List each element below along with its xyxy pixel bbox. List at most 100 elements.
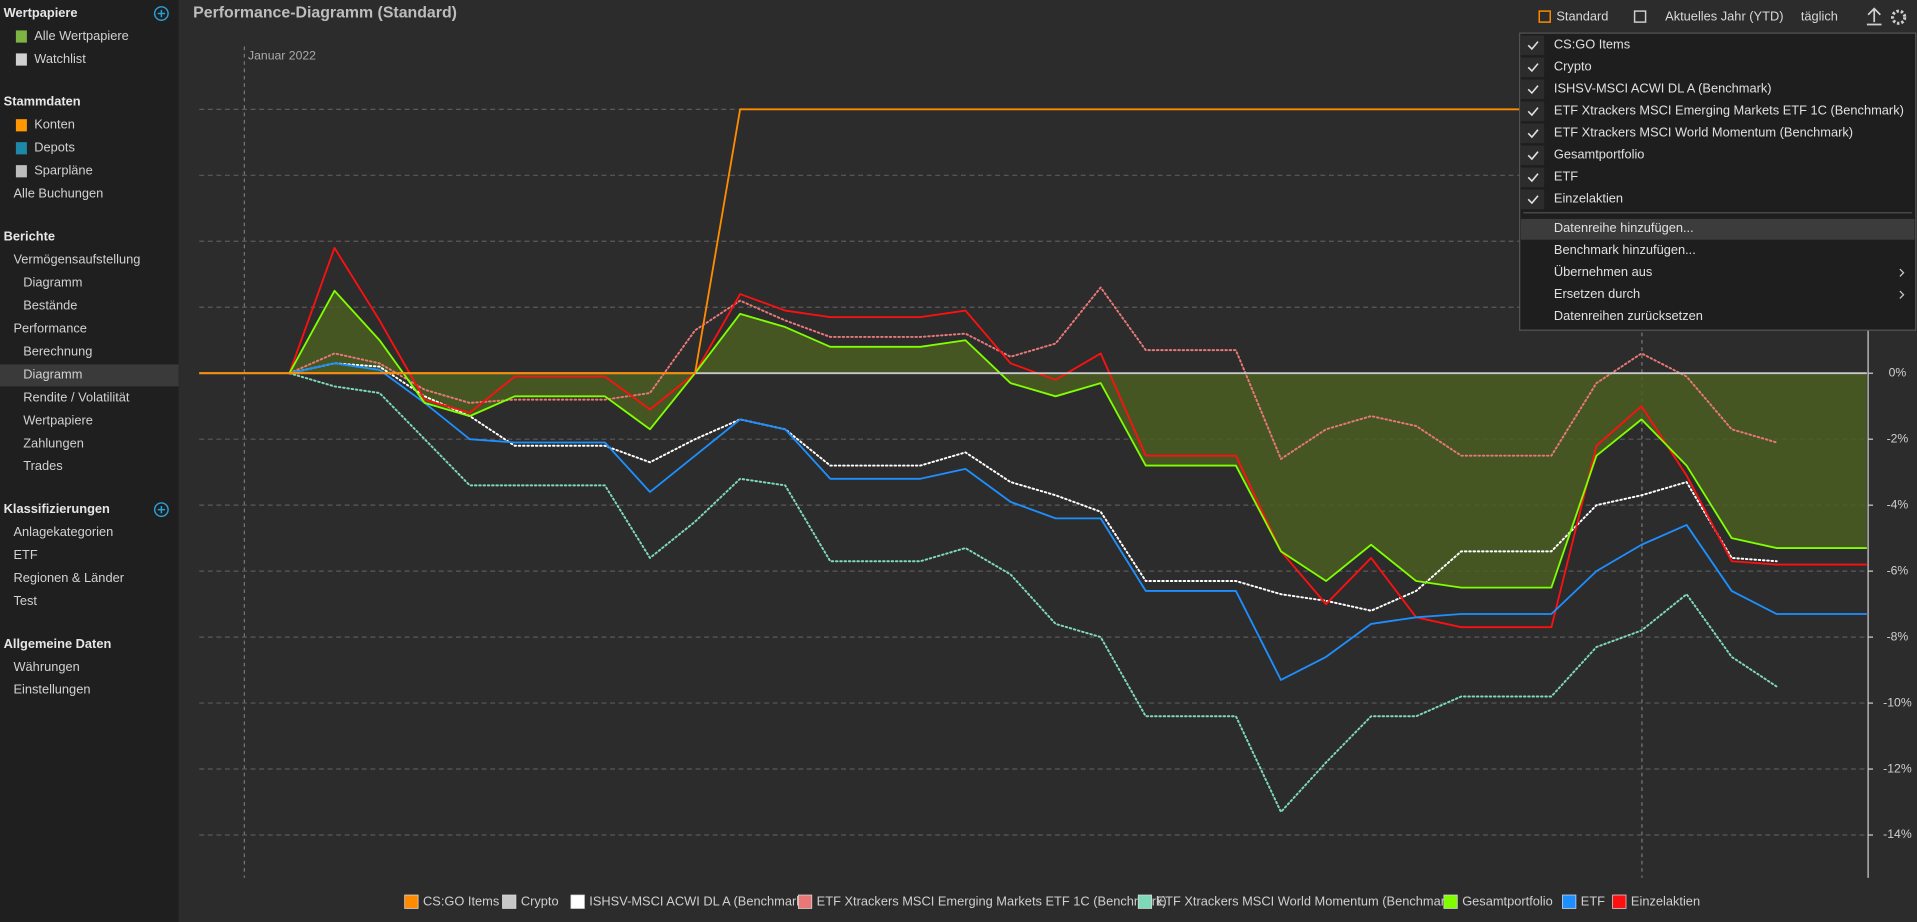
nav-item[interactable]: Einstellungen <box>13 682 90 697</box>
menu-item[interactable]: ISHSV-MSCI ACWI DL A (Benchmark) <box>1554 81 1772 96</box>
series-line <box>288 372 1778 813</box>
legend: CS:GO Items Crypto ISHSV-MSCI ACWI DL A (B… <box>404 894 1700 909</box>
legend-swatch[interactable] <box>1562 894 1577 909</box>
check-bg <box>1520 145 1545 166</box>
nav-item[interactable]: Regionen & Länder <box>13 570 124 585</box>
check-mark <box>1527 41 1539 51</box>
nav-item[interactable]: Watchlist <box>34 51 86 66</box>
menu-item[interactable]: Gesamtportfolio <box>1554 147 1645 162</box>
nav-icon <box>15 30 27 43</box>
menu-action[interactable]: Übernehmen aus <box>1554 264 1652 279</box>
menu-item[interactable]: Crypto <box>1554 59 1592 74</box>
y-tick-label: -2% <box>1887 431 1909 445</box>
add-icon <box>157 505 166 514</box>
page-title: Performance-Diagramm (Standard) <box>193 5 457 22</box>
series-line <box>288 286 1778 460</box>
nav-item[interactable]: Rendite / Volatilität <box>23 389 130 404</box>
menu-item[interactable]: Einzelaktien <box>1554 191 1623 206</box>
nav-item[interactable]: Depots <box>34 140 75 155</box>
legend-swatch[interactable] <box>570 894 585 909</box>
nav-item[interactable]: Sparpläne <box>34 163 93 178</box>
nav-item[interactable]: Währungen <box>13 659 79 674</box>
context-menu: CS:GO Items Crypto ISHSV-MSCI ACWI DL A (B… <box>1519 32 1917 331</box>
submenu-arrow <box>1899 268 1905 277</box>
legend-label[interactable]: ETF Xtrackers MSCI Emerging Markets ETF … <box>817 894 1167 909</box>
nav-item[interactable]: Bestände <box>23 297 77 312</box>
legend-label[interactable]: Einzelaktien <box>1631 894 1700 909</box>
check-mark <box>1527 63 1539 73</box>
legend-swatch[interactable] <box>502 894 517 909</box>
nav-item[interactable]: Vermögensaufstellung <box>13 251 140 266</box>
interval-button[interactable]: täglich <box>1801 9 1838 24</box>
y-tick-label: 0% <box>1889 365 1907 379</box>
submenu-arrow <box>1899 290 1905 299</box>
menu-item[interactable]: CS:GO Items <box>1554 37 1630 52</box>
menu-action[interactable]: Benchmark hinzufügen... <box>1554 242 1696 257</box>
check-bg <box>1520 35 1545 56</box>
nav-item[interactable]: Diagramm <box>23 366 82 381</box>
nav-item[interactable]: Zahlungen <box>23 435 84 450</box>
add-button[interactable] <box>153 502 169 518</box>
menu-item[interactable]: ETF Xtrackers MSCI World Momentum (Bench… <box>1554 125 1853 140</box>
period-button[interactable]: Aktuelles Jahr (YTD) <box>1665 9 1783 24</box>
x-annotation: Januar 2022 <box>248 49 316 63</box>
y-tick-label: -8% <box>1887 629 1909 643</box>
y-tick-label: -12% <box>1883 761 1912 775</box>
view-button[interactable]: Standard <box>1556 9 1608 24</box>
y-tick-label: -6% <box>1887 563 1909 577</box>
check-mark <box>1527 129 1539 139</box>
sidebar <box>0 0 179 922</box>
menu-item[interactable]: ETF <box>1554 169 1578 184</box>
legend-swatch[interactable] <box>1612 894 1627 909</box>
menu-panel <box>1519 32 1917 331</box>
sidebar-selection <box>0 364 179 387</box>
add-button[interactable] <box>153 6 169 21</box>
menu-item[interactable]: ETF Xtrackers MSCI Emerging Markets ETF … <box>1554 103 1904 118</box>
section-title: Wertpapiere <box>4 5 78 20</box>
legend-label[interactable]: CS:GO Items <box>423 894 499 909</box>
check-mark <box>1527 195 1539 205</box>
section-title: Allgemeine Daten <box>4 636 112 651</box>
view-icon <box>1538 10 1551 23</box>
legend-swatch[interactable] <box>1137 894 1153 909</box>
check-bg <box>1520 167 1545 188</box>
nav-item[interactable]: Berechnung <box>23 343 92 358</box>
period-icon <box>1633 10 1647 23</box>
nav-item[interactable]: Alle Buchungen <box>13 186 103 201</box>
check-bg <box>1520 189 1545 210</box>
nav-item[interactable]: Performance <box>13 320 86 335</box>
y-tick-label: -4% <box>1887 497 1909 511</box>
check-mark <box>1527 173 1539 183</box>
export-button[interactable] <box>1866 7 1882 26</box>
nav-item[interactable]: Trades <box>23 458 62 473</box>
menu-action[interactable]: Datenreihen zurücksetzen <box>1554 308 1703 323</box>
legend-label[interactable]: Gesamtportfolio <box>1462 894 1553 909</box>
sidebar-items: Wertpapiere Alle Wertpapiere Watchlist Stam… <box>4 5 169 697</box>
nav-item[interactable]: Test <box>13 593 37 608</box>
plot-area: Januar 20228%6%4%2%0%-2%-4%-6%-8%-10%-12… <box>199 36 1912 878</box>
legend-label[interactable]: Crypto <box>521 894 559 909</box>
legend-label[interactable]: ETF <box>1581 894 1605 909</box>
check-bg <box>1520 123 1545 144</box>
nav-item[interactable]: ETF <box>13 547 37 562</box>
nav-item[interactable]: Wertpapiere <box>23 412 93 427</box>
nav-item[interactable]: Diagramm <box>23 274 82 289</box>
legend-label[interactable]: ISHSV-MSCI ACWI DL A (Benchmark) <box>589 894 807 909</box>
nav-icon <box>15 165 27 178</box>
menu-action[interactable]: Datenreihe hinzufügen... <box>1554 220 1694 235</box>
legend-swatch[interactable] <box>404 894 419 909</box>
nav-item[interactable]: Alle Wertpapiere <box>34 28 129 43</box>
legend-swatch[interactable] <box>1443 894 1458 909</box>
nav-item[interactable]: Anlagekategorien <box>13 524 113 539</box>
check-bg <box>1520 79 1545 100</box>
legend-swatch[interactable] <box>797 894 813 909</box>
add-icon <box>157 9 166 18</box>
legend-label[interactable]: ETF Xtrackers MSCI World Momentum (Bench… <box>1157 894 1456 909</box>
check-bg <box>1520 57 1545 78</box>
nav-icon <box>15 142 27 155</box>
section-title: Stammdaten <box>4 94 81 109</box>
nav-item[interactable]: Konten <box>34 117 75 132</box>
menu-action[interactable]: Ersetzen durch <box>1554 286 1640 301</box>
settings-button[interactable] <box>1891 9 1907 25</box>
